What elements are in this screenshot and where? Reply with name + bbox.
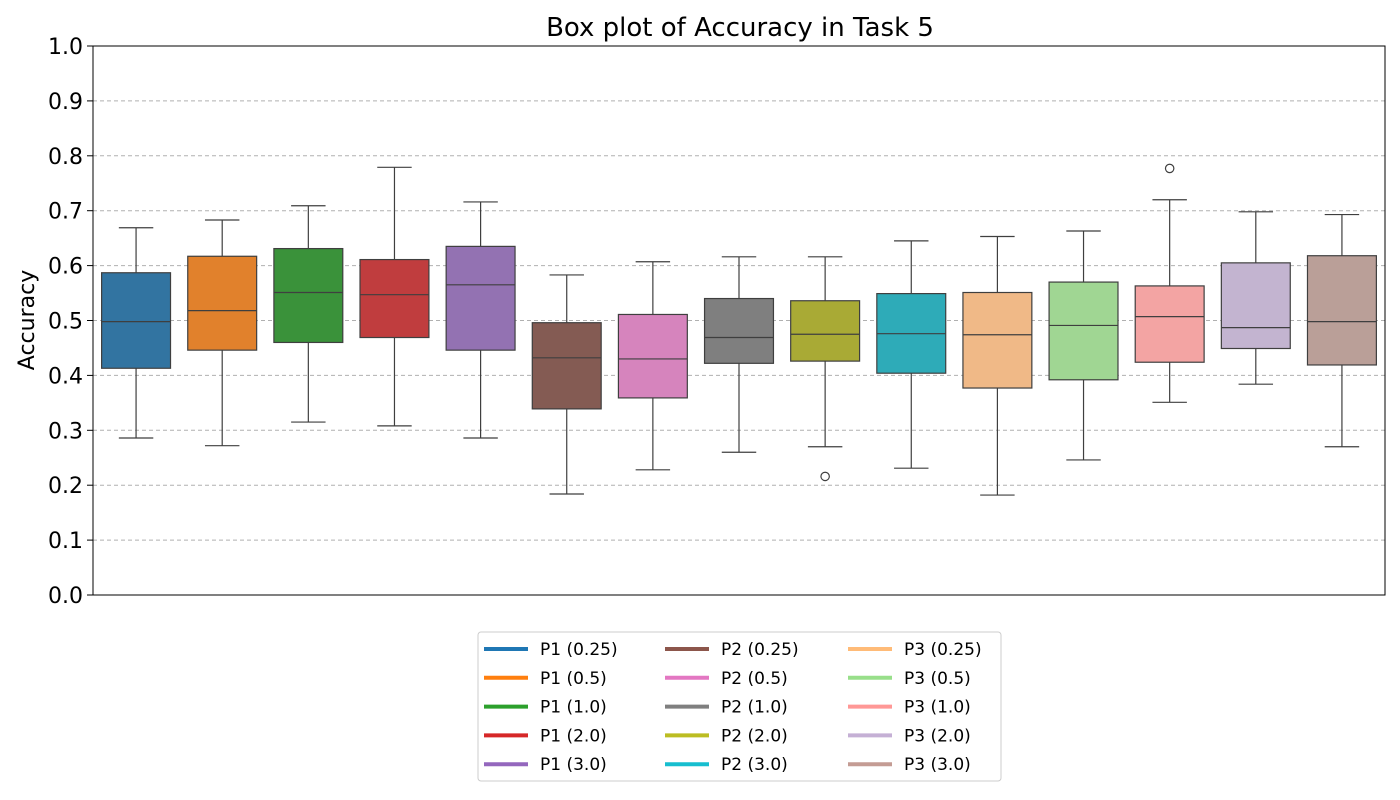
- legend-item: P1 (3.0): [484, 755, 607, 775]
- legend-label: P1 (3.0): [540, 755, 607, 775]
- box: [703, 297, 775, 364]
- legend-label: P2 (1.0): [721, 698, 788, 718]
- box-group: [790, 256, 861, 482]
- legend-label: P2 (2.0): [721, 726, 788, 746]
- outlier-point: [1164, 163, 1175, 174]
- outlier-point: [820, 471, 830, 482]
- y-tick-label: 0.5: [48, 310, 83, 335]
- legend-item: P3 (1.0): [848, 698, 971, 718]
- legend-item: P3 (0.25): [848, 640, 982, 660]
- legend-label: P3 (0.25): [904, 640, 982, 660]
- y-tick-label: 0.9: [48, 90, 83, 115]
- legend-label: P3 (3.0): [904, 755, 971, 775]
- y-tick-label: 1.0: [48, 35, 83, 60]
- chart-title: Box plot of Accuracy in Task 5: [546, 13, 934, 43]
- legend-item: P3 (3.0): [848, 755, 971, 775]
- y-axis-label: Accuracy: [15, 270, 40, 370]
- legend: P1 (0.25) P1 (0.5) P1 (1.0) P1 (2.0) P1 (3.0…: [477, 631, 1002, 782]
- legend-item: P2 (3.0): [665, 755, 788, 775]
- box-group: [187, 219, 258, 447]
- legend-item: P1 (1.0): [484, 698, 607, 718]
- legend-label: P1 (0.25): [540, 640, 618, 660]
- legend-label: P1 (0.5): [540, 669, 607, 689]
- legend-item: P2 (2.0): [665, 726, 788, 746]
- box: [1134, 285, 1205, 363]
- legend-label: P1 (2.0): [540, 726, 607, 746]
- legend-item: P3 (0.5): [848, 669, 971, 689]
- y-tick-label: 0.8: [48, 145, 83, 170]
- legend-item: P2 (0.25): [665, 640, 799, 660]
- y-tick-label: 0.0: [48, 584, 83, 609]
- legend-item: P1 (0.5): [484, 669, 607, 689]
- box-group: [359, 166, 430, 427]
- box-group: [531, 274, 602, 495]
- y-tick-label: 0.2: [48, 474, 83, 499]
- box: [187, 255, 258, 351]
- legend-label: P3 (1.0): [904, 698, 971, 718]
- y-tick-label: 0.3: [48, 419, 83, 444]
- box: [962, 291, 1033, 389]
- y-tick-label: 0.4: [48, 364, 83, 389]
- y-axis-ticks: 0.0 0.1 0.2 0.3 0.4 0.5 0.6 0.7 0.8 0.9 1.0: [48, 35, 93, 609]
- box-group: [1306, 213, 1377, 448]
- box-group: [962, 235, 1033, 496]
- legend-item: P3 (2.0): [848, 726, 971, 746]
- y-tick-label: 0.7: [48, 200, 83, 225]
- legend-item: P1 (2.0): [484, 726, 607, 746]
- box-group: [1048, 230, 1119, 461]
- box-group: [101, 227, 172, 439]
- box-group: [273, 205, 344, 423]
- legend-item: P2 (0.5): [665, 669, 788, 689]
- legend-label: P3 (0.5): [904, 669, 971, 689]
- legend-item: P2 (1.0): [665, 698, 788, 718]
- legend-label: P2 (3.0): [721, 755, 788, 775]
- legend-label: P3 (2.0): [904, 726, 971, 746]
- legend-label: P1 (1.0): [540, 698, 607, 718]
- box: [273, 247, 344, 344]
- box-group: [445, 201, 516, 439]
- box: [445, 245, 516, 351]
- box: [1220, 262, 1291, 350]
- box-group: [876, 240, 947, 469]
- box-group: [1220, 211, 1291, 385]
- y-tick-label: 0.6: [48, 255, 83, 280]
- legend-items: P1 (0.25) P1 (0.5) P1 (1.0) P1 (2.0) P1 (3.0…: [484, 640, 982, 775]
- boxes: [101, 163, 1377, 496]
- legend-label: P2 (0.5): [721, 669, 788, 689]
- y-tick-label: 0.1: [48, 529, 83, 554]
- box: [101, 272, 172, 369]
- box: [359, 258, 430, 339]
- box: [790, 300, 861, 362]
- legend-item: P1 (0.25): [484, 640, 618, 660]
- box-group: [617, 261, 688, 471]
- box: [1306, 255, 1377, 366]
- legend-label: P2 (0.25): [721, 640, 799, 660]
- box: [531, 322, 602, 410]
- box: [617, 313, 688, 399]
- box-group: [703, 256, 775, 453]
- box-group: [1134, 163, 1205, 403]
- legend-frame: [477, 631, 1002, 782]
- box: [1048, 281, 1119, 381]
